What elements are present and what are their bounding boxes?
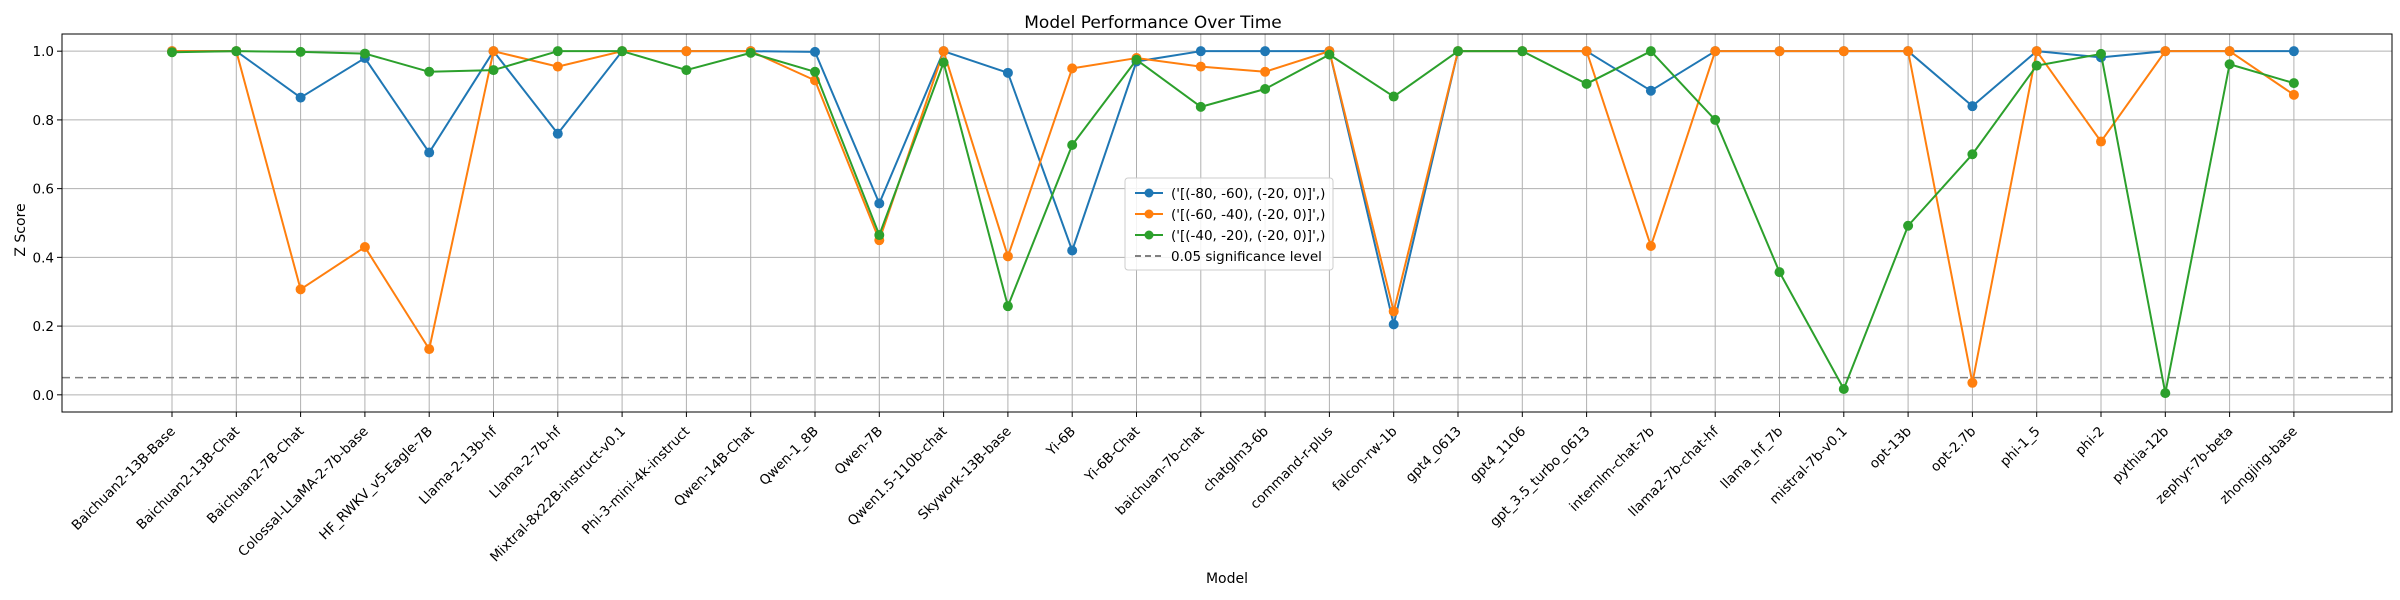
series-2-point <box>1967 377 1978 388</box>
y-tick-label: 0.8 <box>33 113 54 129</box>
series-3-point <box>1967 149 1978 160</box>
series-3-point <box>2160 388 2171 399</box>
series-1-point <box>424 147 435 158</box>
series-2-point <box>938 46 949 57</box>
legend: ('[(-80, -60), (-20, 0)]',) ('[(-60, -40)… <box>1124 177 1334 271</box>
series-3-point <box>938 57 949 68</box>
y-tick-label: 0.4 <box>33 250 54 266</box>
series-2-point <box>2224 46 2235 57</box>
legend-swatch-marker <box>1144 209 1154 219</box>
series-2-point <box>359 242 370 253</box>
legend-swatch-marker <box>1144 230 1154 240</box>
series-2-point <box>2096 136 2106 147</box>
series-2-line <box>172 50 2295 384</box>
series-3-point <box>1645 46 1656 57</box>
legend-label: ('[(-80, -60), (-20, 0)]',) <box>1171 186 1325 202</box>
plot-frame <box>61 33 2393 413</box>
series-1-point <box>1260 46 1271 57</box>
series-2-point <box>2288 89 2299 100</box>
series-2-point <box>681 46 692 57</box>
series-3-point <box>2031 60 2042 71</box>
series-1-point <box>874 198 885 209</box>
series-3-point <box>810 66 820 77</box>
series-1-point <box>552 128 563 139</box>
series-3-point <box>1581 78 1592 89</box>
series-3-point <box>1517 46 1528 57</box>
series-1-point <box>1388 319 1399 330</box>
series-3-point <box>359 48 370 59</box>
series-3-point <box>167 47 177 58</box>
series-2-point <box>1774 46 1785 57</box>
series-3-point <box>1903 220 1914 231</box>
series-3-point <box>617 46 628 57</box>
series-3 <box>167 46 2299 399</box>
series-3-line <box>171 50 2295 395</box>
series-2-point <box>295 284 306 295</box>
series-2-point <box>488 46 499 57</box>
series-3-point <box>552 46 563 57</box>
series-2-point <box>1838 46 1849 57</box>
series-3-point <box>1067 139 1078 150</box>
legend-label: ('[(-60, -40), (-20, 0)]',) <box>1171 207 1325 223</box>
y-tick-label: 0.6 <box>33 182 54 198</box>
series-3-point <box>2224 59 2235 70</box>
series-1-point <box>1067 245 1078 256</box>
y-tick-label: 0.2 <box>33 319 54 335</box>
series-3-point <box>1774 267 1785 278</box>
series-1-point <box>1002 67 1013 78</box>
series-2-point <box>1645 241 1656 252</box>
series-3-point <box>295 46 306 57</box>
y-tick-label: 1.0 <box>33 44 54 60</box>
series-2-point <box>552 61 563 72</box>
series-3-point <box>424 66 435 77</box>
series-3-point <box>681 65 692 76</box>
series-2-point <box>424 344 435 355</box>
series-1-line <box>172 50 2294 326</box>
y-axis-label: Z Score <box>13 203 29 256</box>
series-3-point <box>1260 83 1271 94</box>
series-3-point <box>745 47 756 58</box>
legend-swatch-marker <box>1144 188 1154 198</box>
series-2-point <box>1067 63 1078 74</box>
legend-box <box>1124 177 1334 271</box>
series-2-point <box>1581 46 1592 57</box>
series-1-point <box>2288 46 2299 57</box>
series-3-point <box>2288 78 2299 89</box>
legend-label: 0.05 significance level <box>1171 249 1322 265</box>
series-3-point <box>874 230 885 241</box>
series-3-point <box>1838 383 1849 394</box>
series-1-point <box>1645 85 1656 96</box>
series-1-point <box>1195 46 1206 57</box>
series-3-point <box>1453 46 1463 57</box>
series-3-point <box>1131 54 1142 65</box>
series-2-point <box>1002 251 1013 262</box>
series-2-point <box>1195 61 1206 72</box>
series-2-point <box>1903 46 1914 57</box>
series-1-point <box>1967 101 1978 112</box>
series-2-point <box>1710 46 1721 57</box>
series-3-point <box>1388 91 1399 102</box>
x-axis-label: Model <box>1206 571 1248 587</box>
series-3-point <box>1710 114 1721 125</box>
series-2-point <box>1388 306 1399 317</box>
series-3-point <box>1324 49 1335 60</box>
series-2-point <box>2160 46 2171 57</box>
series-3-point <box>488 65 499 76</box>
series-3-point <box>231 46 242 57</box>
legend-label: ('[(-40, -20), (-20, 0)]',) <box>1171 228 1325 244</box>
series-group <box>167 46 2299 399</box>
series-2-point <box>1260 66 1271 77</box>
y-tick-label: 0.0 <box>33 388 54 404</box>
series-3-point <box>2096 48 2106 59</box>
chart-title: Model Performance Over Time <box>1024 13 1281 33</box>
series-2-point <box>2031 46 2042 57</box>
series-3-point <box>1195 101 1206 112</box>
series-1-point <box>295 92 306 103</box>
series-1-point <box>810 46 820 57</box>
series-3-point <box>1002 301 1013 312</box>
